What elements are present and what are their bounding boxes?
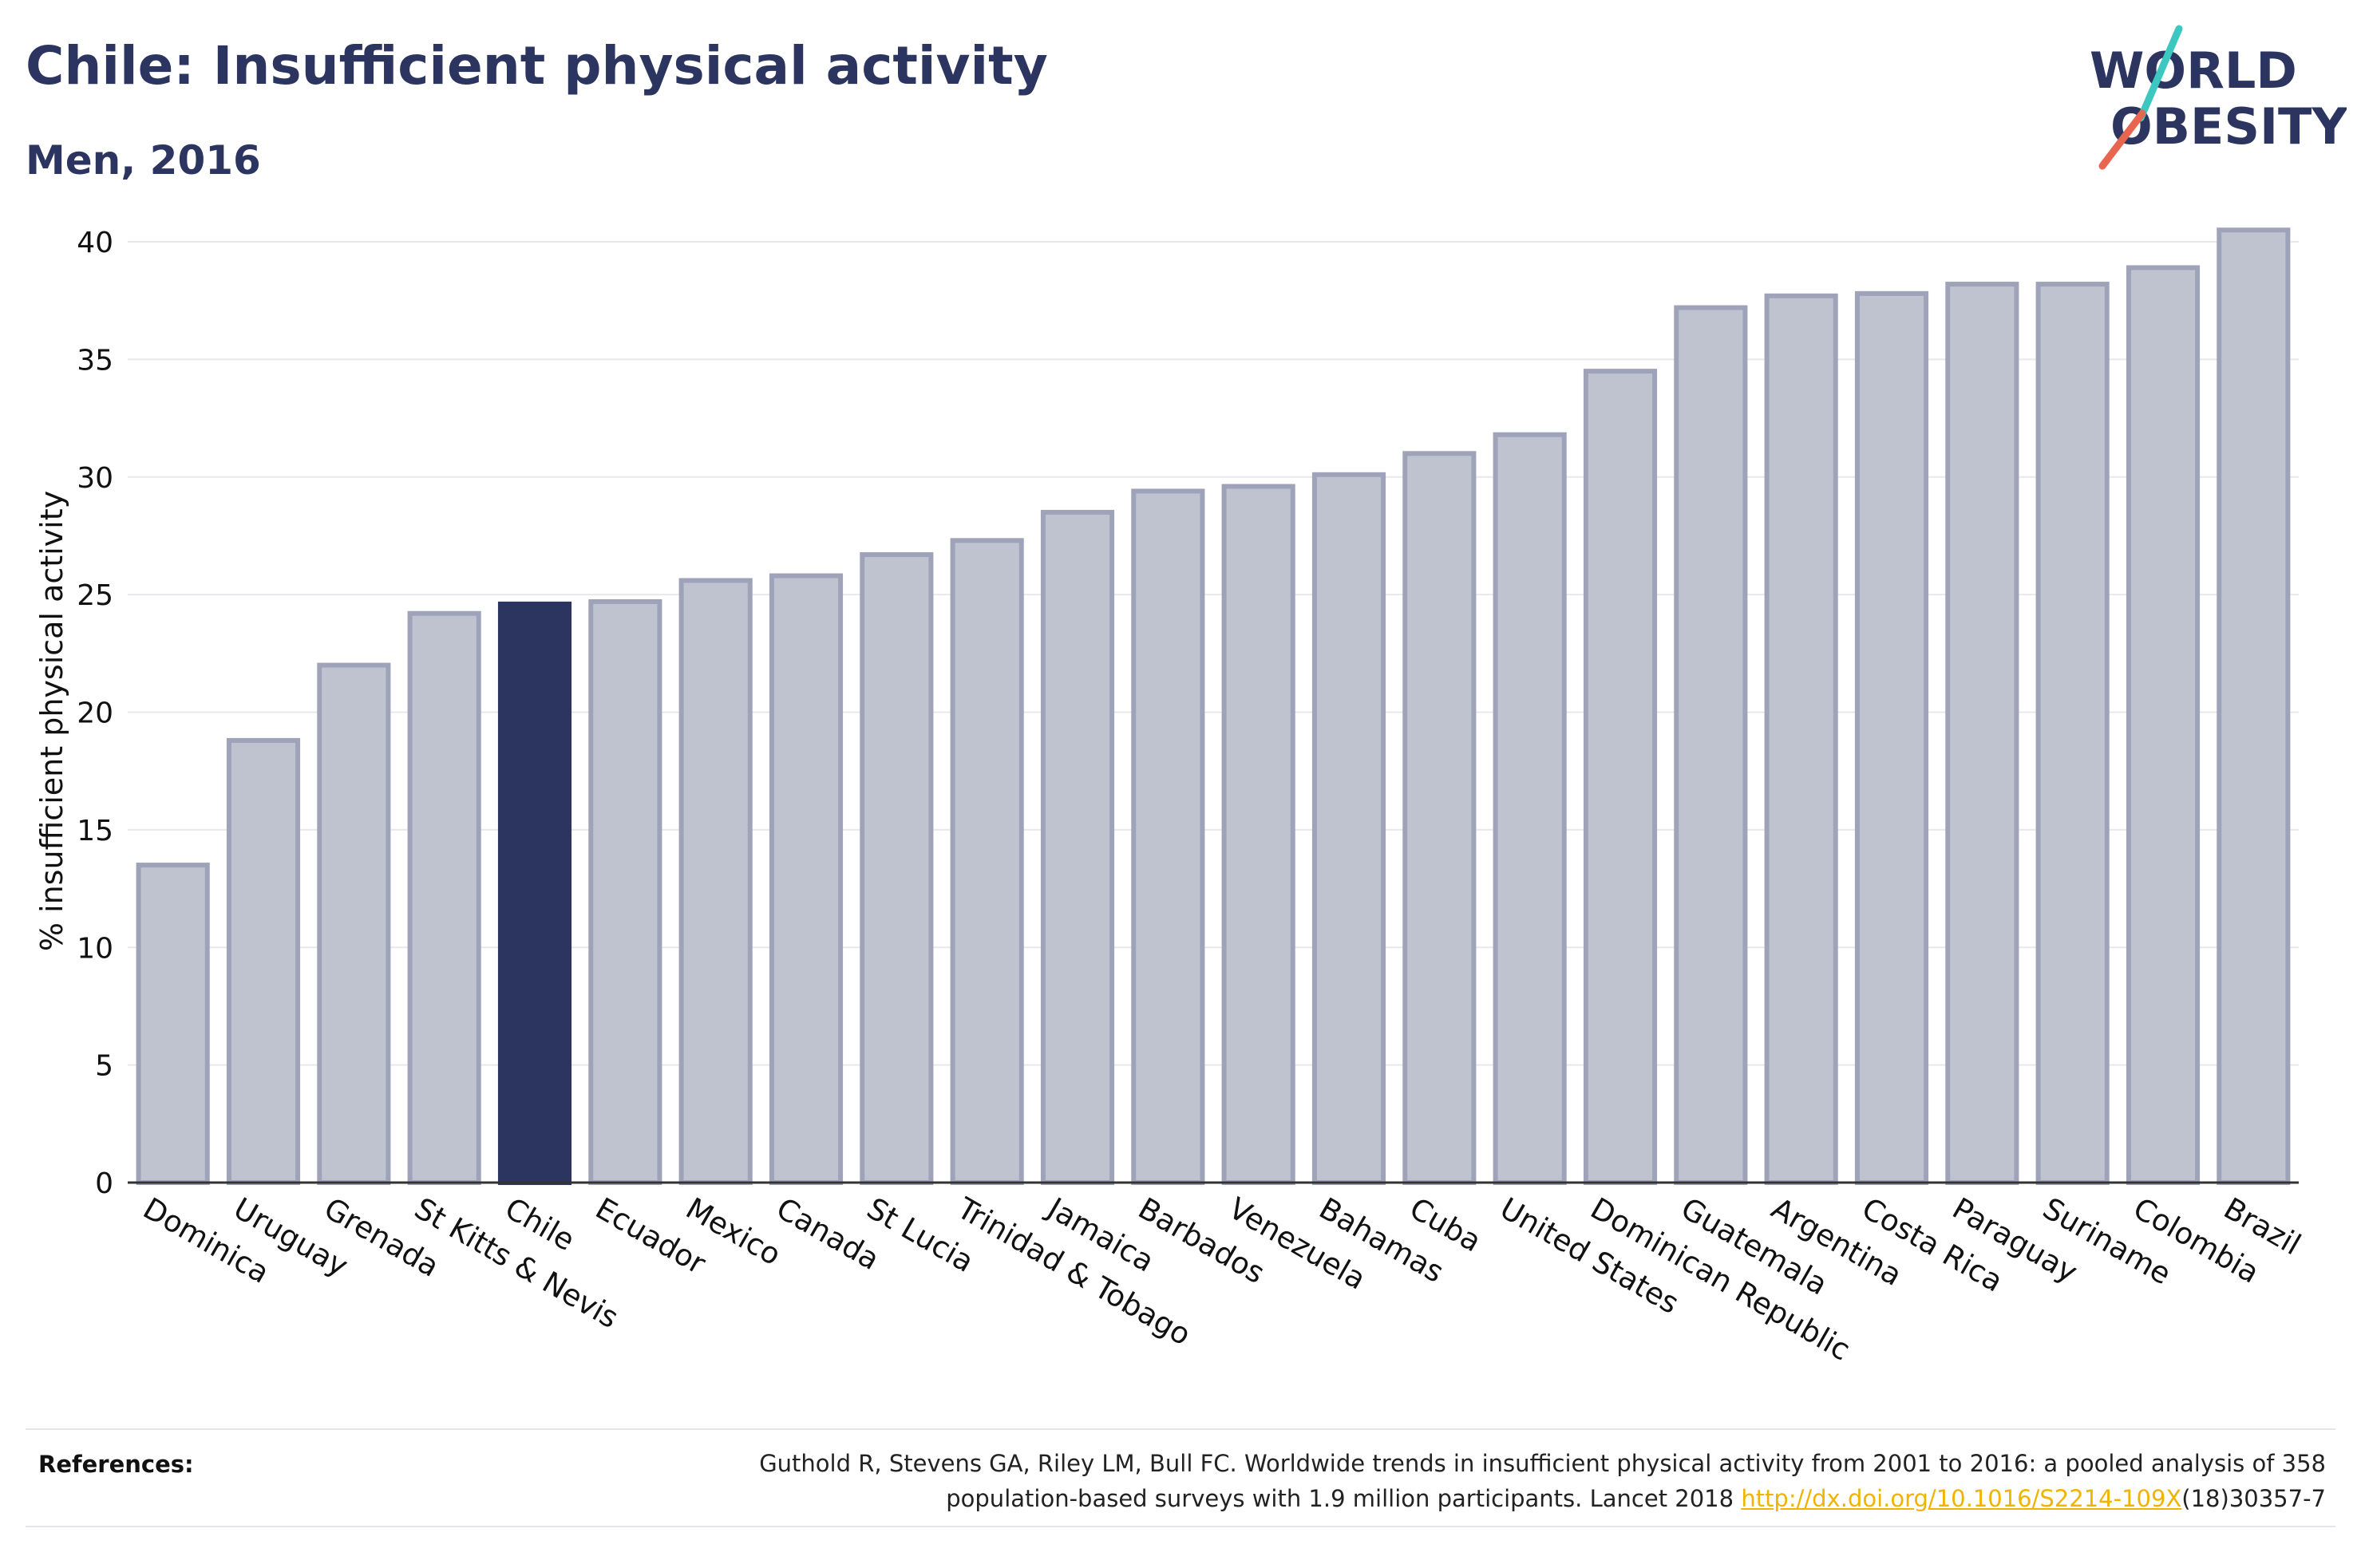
- logo-line-2: OBESITY: [2110, 97, 2347, 156]
- bar-st-lucia: [860, 552, 934, 1185]
- y-tick-label: 15: [77, 815, 113, 847]
- bar-chart: 0 5 10 15 20 25 30 35 40 DominicaUruguayGrenadaS…: [34, 227, 2307, 1368]
- logo-slash-top: [2137, 25, 2183, 122]
- bar-grenada: [317, 662, 391, 1185]
- bars: [136, 227, 2291, 1186]
- references-text: Guthold R, Stevens GA, Riley LM, Bull FC…: [490, 1446, 2326, 1516]
- doi-link[interactable]: http://dx.doi.org/10.1016/S2214-109X: [1741, 1485, 2182, 1512]
- bar-dominican-republic: [1583, 369, 1658, 1185]
- bar-costa-rica: [1854, 290, 1929, 1186]
- y-tick-label: 20: [77, 697, 113, 730]
- chart-title: Chile: Insufficient physical activity: [26, 35, 1048, 97]
- bar-trinidad-tobago: [950, 538, 1024, 1185]
- references-line-2-end: (18)30357-7: [2181, 1485, 2326, 1512]
- bar-cuba: [1402, 451, 1477, 1185]
- references-label: References:: [38, 1451, 194, 1478]
- bar-chile: [497, 601, 572, 1185]
- bar-barbados: [1131, 488, 1205, 1185]
- bar-guatemala: [1674, 305, 1748, 1185]
- y-tick-label: 40: [77, 227, 113, 259]
- y-tick-label: 30: [77, 462, 113, 495]
- bar-venezuela: [1221, 484, 1295, 1185]
- bar-paraguay: [1945, 282, 2019, 1185]
- references-divider-top: [26, 1428, 2335, 1430]
- references-divider-bottom: [26, 1526, 2335, 1527]
- chart-subtitle: Men, 2016: [26, 137, 261, 184]
- bar-st-kitts-nevis: [407, 610, 481, 1185]
- bar-brazil: [2217, 227, 2291, 1186]
- logo-line-1: WORLD: [2090, 41, 2297, 100]
- bar-canada: [769, 573, 844, 1185]
- bar-suriname: [2035, 282, 2110, 1185]
- y-tick-label: 25: [77, 579, 113, 612]
- y-axis-label: % insufficient physical activity: [34, 491, 69, 951]
- y-tick-label: 10: [77, 932, 113, 965]
- bar-dominica: [136, 863, 210, 1186]
- bar-colombia: [2126, 265, 2201, 1185]
- logo-slash-bottom: [2098, 109, 2146, 170]
- x-tick-label: Canada: [771, 1191, 885, 1278]
- y-tick-label: 0: [95, 1167, 113, 1200]
- references-line-2: population-based surveys with 1.9 millio…: [946, 1485, 1742, 1512]
- bar-jamaica: [1040, 509, 1115, 1185]
- bar-uruguay: [226, 737, 301, 1185]
- y-tick-label: 35: [77, 344, 113, 377]
- bar-ecuador: [588, 598, 662, 1185]
- bar-bahamas: [1311, 472, 1386, 1185]
- bar-mexico: [678, 578, 753, 1185]
- y-tick-label: 5: [95, 1050, 113, 1083]
- world-obesity-logo: WORLD OBESITY: [2090, 25, 2347, 170]
- y-axis-ticks: 0 5 10 15 20 25 30 35 40: [77, 227, 113, 1200]
- bar-united-states: [1493, 432, 1567, 1185]
- references-line-1: Guthold R, Stevens GA, Riley LM, Bull FC…: [759, 1450, 2326, 1477]
- bar-argentina: [1764, 293, 1838, 1186]
